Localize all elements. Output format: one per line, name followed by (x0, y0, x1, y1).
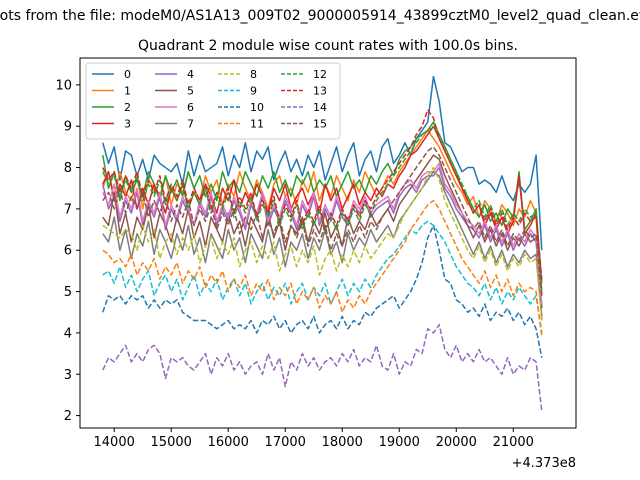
legend-label-13: 13 (313, 85, 327, 98)
y-tick-label: 6 (64, 244, 72, 259)
series-line-8 (102, 166, 543, 321)
y-tick-label: 3 (64, 368, 72, 383)
series-line-15 (102, 146, 543, 296)
x-tick-label: 17000 (265, 435, 306, 450)
legend-label-14: 14 (313, 101, 327, 114)
series-line-14 (102, 323, 543, 412)
legend-label-15: 15 (313, 118, 327, 131)
x-tick-label: 21000 (493, 435, 534, 450)
x-tick-label: 18000 (322, 435, 363, 450)
y-tick-label: 4 (64, 326, 72, 341)
series-line-0 (102, 75, 543, 251)
y-tick-label: 9 (64, 120, 72, 135)
legend-label-11: 11 (250, 118, 264, 131)
axes-frame (79, 57, 577, 429)
series-line-10 (102, 224, 543, 358)
legend-label-8: 8 (250, 68, 257, 81)
series-layer (102, 75, 543, 412)
legend-label-3: 3 (124, 118, 131, 131)
legend-label-2: 2 (124, 101, 131, 114)
series-line-9 (102, 220, 543, 334)
x-offset-text: +4.373e8 (512, 456, 576, 471)
x-tick-label: 16000 (208, 435, 249, 450)
legend-label-0: 0 (124, 68, 131, 81)
series-line-13 (102, 108, 543, 280)
series-line-11 (102, 199, 543, 338)
y-tick-label: 8 (64, 161, 72, 176)
x-tick-label: 19000 (379, 435, 420, 450)
y-tick-label: 10 (55, 78, 72, 93)
legend-label-1: 1 (124, 85, 131, 98)
legend-label-10: 10 (250, 101, 264, 114)
legend-label-4: 4 (187, 68, 194, 81)
y-tick-label: 7 (64, 202, 72, 217)
y-tick-label: 2 (64, 409, 72, 424)
chart-title: Quadrant 2 module wise count rates with … (138, 38, 518, 54)
series-line-5 (102, 154, 543, 309)
figure-suptitle: Plots from the file: modeM0/AS1A13_009T0… (0, 8, 640, 24)
legend-label-7: 7 (187, 118, 194, 131)
x-axis: 14000 15000 16000 17000 18000 19000 20000 21000 (94, 428, 534, 450)
series-line-12 (102, 125, 543, 292)
legend-label-5: 5 (187, 85, 194, 98)
legend-label-6: 6 (187, 101, 194, 114)
legend-label-12: 12 (313, 68, 327, 81)
y-tick-label: 5 (64, 285, 72, 300)
x-tick-label: 15000 (151, 435, 192, 450)
x-tick-label: 14000 (94, 435, 135, 450)
y-axis: 2 3 4 5 6 7 8 9 10 (55, 78, 80, 424)
series-line-7 (102, 170, 543, 317)
series-line-6 (102, 162, 543, 305)
legend-box (85, 62, 341, 140)
x-tick-label: 20000 (436, 435, 477, 450)
legend-label-9: 9 (250, 85, 257, 98)
